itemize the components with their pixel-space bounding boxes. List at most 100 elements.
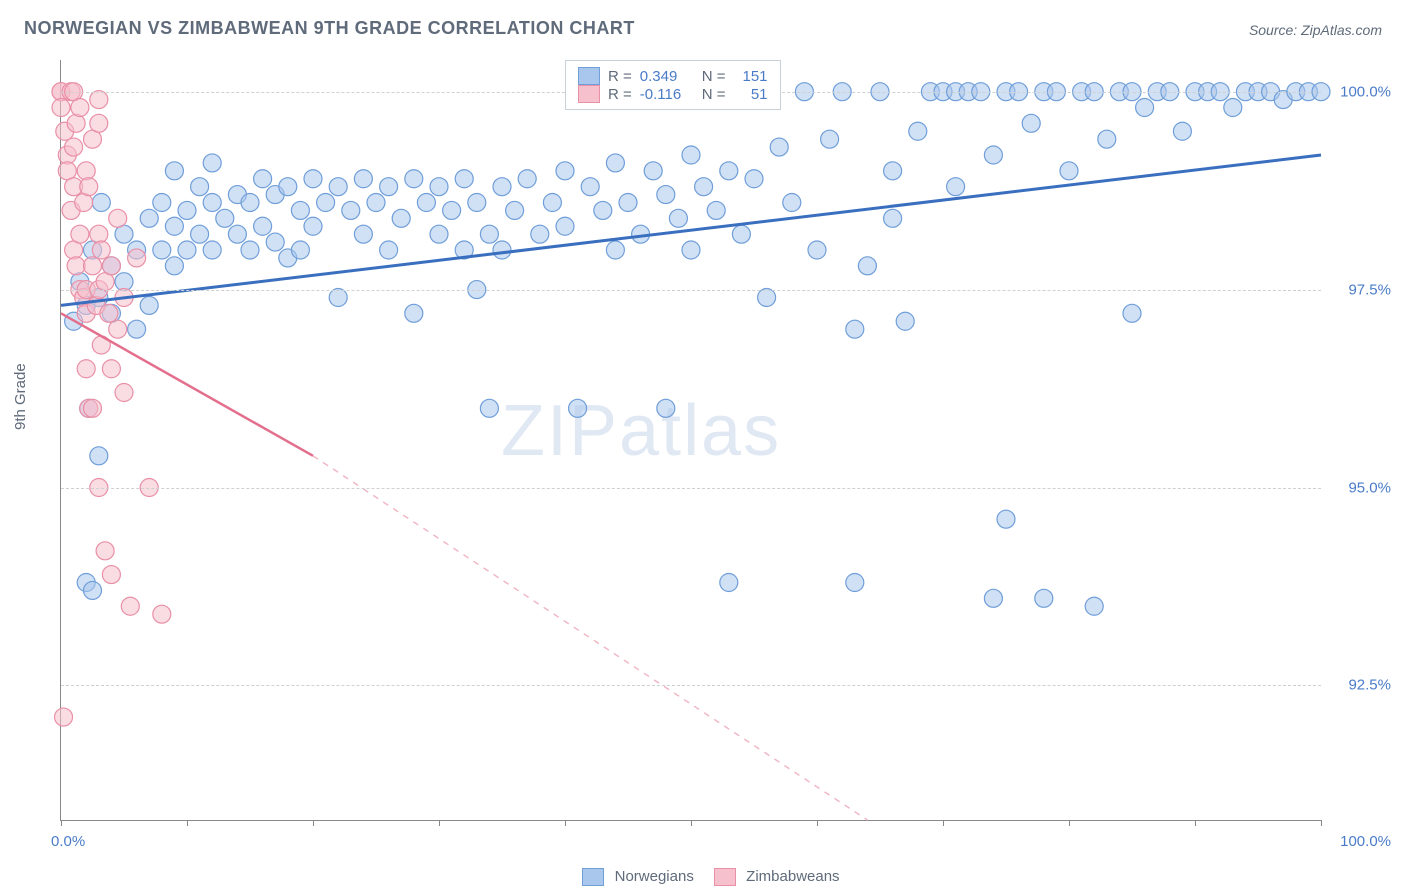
scatter-point <box>808 241 826 259</box>
scatter-point <box>291 241 309 259</box>
scatter-point <box>556 217 574 235</box>
scatter-point <box>128 249 146 267</box>
scatter-point <box>984 589 1002 607</box>
legend-r-value: -0.116 <box>640 86 694 103</box>
scatter-point <box>165 217 183 235</box>
x-tick <box>61 820 62 826</box>
scatter-point <box>884 209 902 227</box>
scatter-point <box>984 146 1002 164</box>
scatter-point <box>997 510 1015 528</box>
scatter-point <box>720 162 738 180</box>
scatter-point <box>84 581 102 599</box>
scatter-point <box>329 289 347 307</box>
legend-swatch-norwegians <box>582 868 604 886</box>
scatter-point <box>90 91 108 109</box>
trend-line-dashed <box>313 456 867 820</box>
scatter-point <box>241 241 259 259</box>
x-tick <box>943 820 944 826</box>
scatter-point <box>92 194 110 212</box>
scatter-point <box>67 114 85 132</box>
y-tick-label: 95.0% <box>1348 479 1391 496</box>
scatter-point <box>140 296 158 314</box>
scatter-point <box>657 186 675 204</box>
scatter-point <box>745 170 763 188</box>
scatter-point <box>644 162 662 180</box>
scatter-point <box>1098 130 1116 148</box>
scatter-point <box>342 201 360 219</box>
x-tick <box>439 820 440 826</box>
legend-swatch <box>578 67 600 85</box>
x-tick <box>1195 820 1196 826</box>
scatter-point <box>594 201 612 219</box>
scatter-point <box>732 225 750 243</box>
scatter-point <box>846 574 864 592</box>
legend-n-label: N = <box>702 68 726 85</box>
scatter-point <box>1035 589 1053 607</box>
x-tick-label-right: 100.0% <box>1340 833 1391 850</box>
scatter-point <box>606 154 624 172</box>
scatter-point <box>758 289 776 307</box>
scatter-point <box>216 209 234 227</box>
trend-line-solid <box>61 313 313 456</box>
scatter-point <box>884 162 902 180</box>
scatter-point <box>90 114 108 132</box>
y-tick-label: 97.5% <box>1348 281 1391 298</box>
scatter-point <box>71 99 89 117</box>
trend-line <box>61 155 1321 305</box>
scatter-point <box>909 122 927 140</box>
scatter-point <box>606 241 624 259</box>
scatter-point <box>1060 162 1078 180</box>
scatter-point <box>430 225 448 243</box>
scatter-point <box>405 304 423 322</box>
x-tick-label-left: 0.0% <box>51 833 85 850</box>
scatter-point <box>455 170 473 188</box>
gridline <box>61 290 1321 291</box>
scatter-point <box>329 178 347 196</box>
scatter-point <box>266 233 284 251</box>
scatter-point <box>291 201 309 219</box>
scatter-point <box>354 225 372 243</box>
scatter-point <box>203 154 221 172</box>
scatter-point <box>657 399 675 417</box>
legend-row: R =0.349N =151 <box>578 67 768 85</box>
scatter-point <box>506 201 524 219</box>
scatter-point <box>140 209 158 227</box>
legend-n-label: N = <box>702 86 726 103</box>
scatter-point <box>468 194 486 212</box>
scatter-point <box>569 399 587 417</box>
legend-label-zimbabweans: Zimbabweans <box>746 868 839 885</box>
legend-n-value: 151 <box>734 68 768 85</box>
scatter-point <box>153 605 171 623</box>
scatter-point <box>1085 597 1103 615</box>
scatter-point <box>380 178 398 196</box>
legend-n-value: 51 <box>734 86 768 103</box>
scatter-point <box>518 170 536 188</box>
scatter-point <box>367 194 385 212</box>
scatter-point <box>405 170 423 188</box>
scatter-point <box>682 241 700 259</box>
scatter-point <box>115 384 133 402</box>
scatter-point <box>304 170 322 188</box>
scatter-point <box>90 225 108 243</box>
scatter-point <box>71 225 89 243</box>
scatter-point <box>75 194 93 212</box>
scatter-point <box>80 178 98 196</box>
scatter-point <box>947 178 965 196</box>
scatter-point <box>417 194 435 212</box>
scatter-point <box>178 201 196 219</box>
x-tick <box>187 820 188 826</box>
scatter-point <box>556 162 574 180</box>
scatter-point <box>121 597 139 615</box>
scatter-point <box>304 217 322 235</box>
scatter-point <box>619 194 637 212</box>
scatter-point <box>102 257 120 275</box>
scatter-point <box>846 320 864 338</box>
scatter-point <box>720 574 738 592</box>
scatter-point <box>109 209 127 227</box>
scatter-point <box>783 194 801 212</box>
scatter-point <box>77 162 95 180</box>
scatter-point <box>52 99 70 117</box>
scatter-point <box>1123 304 1141 322</box>
scatter-point <box>682 146 700 164</box>
chart-title: NORWEGIAN VS ZIMBABWEAN 9TH GRADE CORREL… <box>24 18 635 39</box>
